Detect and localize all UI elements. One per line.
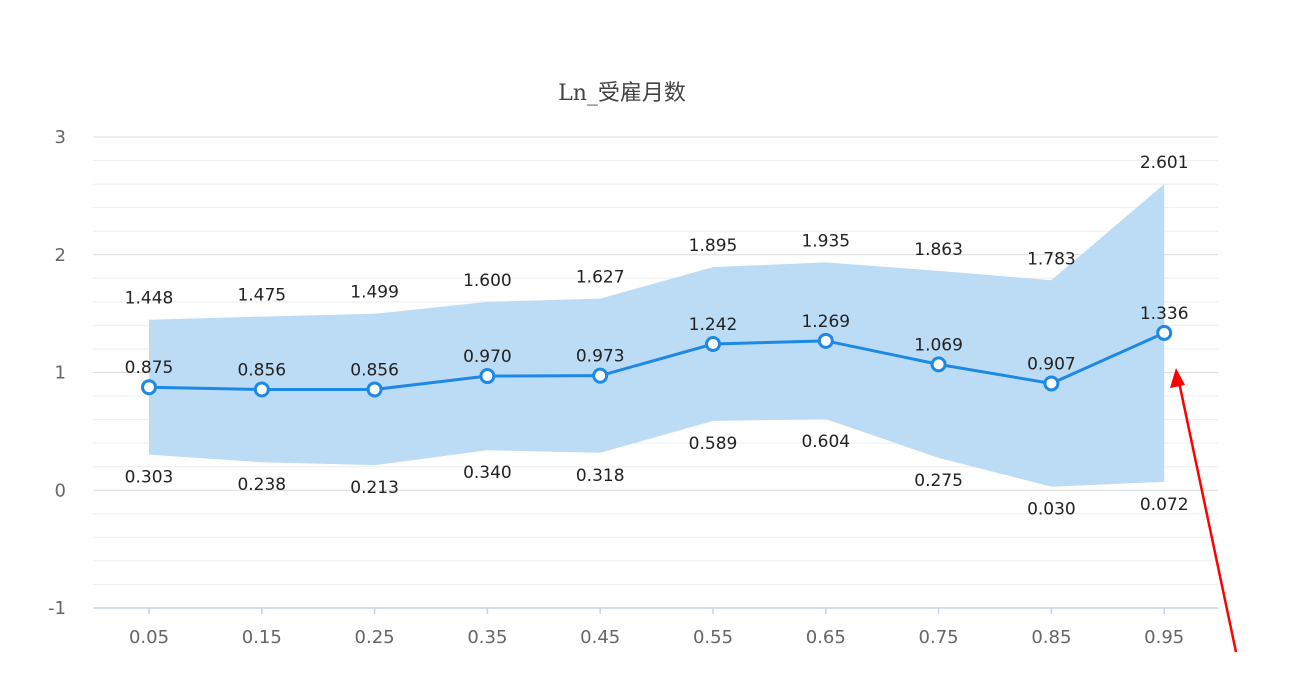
x-tick-label: 0.15 (242, 627, 282, 648)
data-labels: 0.875 0.856 0.856 0.970 0.973 1.242 1.269 1.069… (125, 153, 1189, 520)
annotation-arrow (1170, 368, 1238, 653)
annotation-arrow-shaft (1177, 381, 1238, 653)
value-label: 0.875 (125, 358, 174, 378)
lower-bound-label: 0.303 (125, 468, 174, 488)
confidence-band (149, 183, 1165, 487)
upper-bound-label: 2.601 (1140, 153, 1189, 173)
data-point (366, 381, 383, 398)
x-tick-label: 0.55 (693, 627, 733, 648)
lower-bound-label: 0.072 (1140, 495, 1189, 515)
x-tick-label: 0.25 (355, 627, 395, 648)
lower-bound-label: 0.340 (463, 463, 512, 483)
upper-bound-label: 1.600 (463, 271, 512, 291)
value-label: 1.242 (689, 315, 738, 335)
upper-bound-label: 1.627 (576, 268, 625, 288)
value-label: 1.069 (914, 335, 963, 355)
x-tick-label: 0.95 (1144, 627, 1184, 648)
lower-bound-label: 0.318 (576, 466, 625, 486)
value-label: 0.970 (463, 347, 512, 367)
chart-title: Ln_受雇月数 (558, 81, 686, 106)
value-label: 1.269 (801, 312, 850, 332)
lower-bound-label: 0.275 (914, 471, 963, 491)
data-point (479, 368, 496, 385)
y-tick-label: 3 (55, 127, 66, 148)
x-tick-label: 0.75 (919, 627, 959, 648)
lower-bound-label: 0.213 (350, 478, 399, 498)
y-tick-label: 0 (55, 480, 66, 501)
data-point (705, 336, 721, 353)
data-point (592, 367, 609, 384)
value-label: 0.907 (1027, 354, 1076, 374)
value-label: 1.336 (1140, 304, 1189, 324)
x-tick-label: 0.05 (129, 627, 169, 648)
upper-bound-label: 1.448 (125, 289, 174, 309)
value-label: 0.856 (350, 360, 399, 380)
data-point (1043, 375, 1060, 392)
data-point (930, 356, 947, 373)
series-line-group (141, 324, 1173, 398)
value-label: 0.973 (576, 347, 625, 367)
y-tick-label: -1 (48, 598, 66, 619)
band-area (149, 183, 1165, 487)
x-tick-label: 0.85 (1031, 627, 1071, 648)
y-tick-label: 1 (55, 363, 66, 384)
y-tick-label: 2 (55, 245, 66, 266)
data-point (1156, 324, 1173, 341)
x-tick-label: 0.65 (806, 627, 846, 648)
data-point (817, 332, 834, 349)
x-tick-label: 0.45 (580, 627, 620, 648)
upper-bound-label: 1.895 (689, 236, 738, 256)
upper-bound-label: 1.475 (237, 286, 286, 306)
upper-bound-label: 1.783 (1027, 249, 1076, 269)
upper-bound-label: 1.863 (914, 240, 963, 260)
value-label: 0.856 (237, 360, 286, 380)
data-point (141, 379, 157, 396)
lower-bound-label: 0.589 (689, 434, 738, 454)
x-tick-label: 0.35 (467, 627, 507, 648)
lower-bound-label: 0.604 (801, 432, 850, 452)
axes: 0.05 0.15 0.25 0.35 0.45 0.55 0.65 0.75 0.85 0.95… (48, 127, 1218, 648)
data-point (253, 381, 270, 398)
upper-bound-label: 1.935 (801, 231, 850, 251)
series-line (148, 331, 1165, 391)
lower-bound-label: 0.238 (237, 475, 286, 495)
upper-bound-label: 1.499 (350, 283, 399, 303)
annotation-arrow-head (1170, 368, 1185, 388)
lower-bound-label: 0.030 (1027, 500, 1076, 520)
